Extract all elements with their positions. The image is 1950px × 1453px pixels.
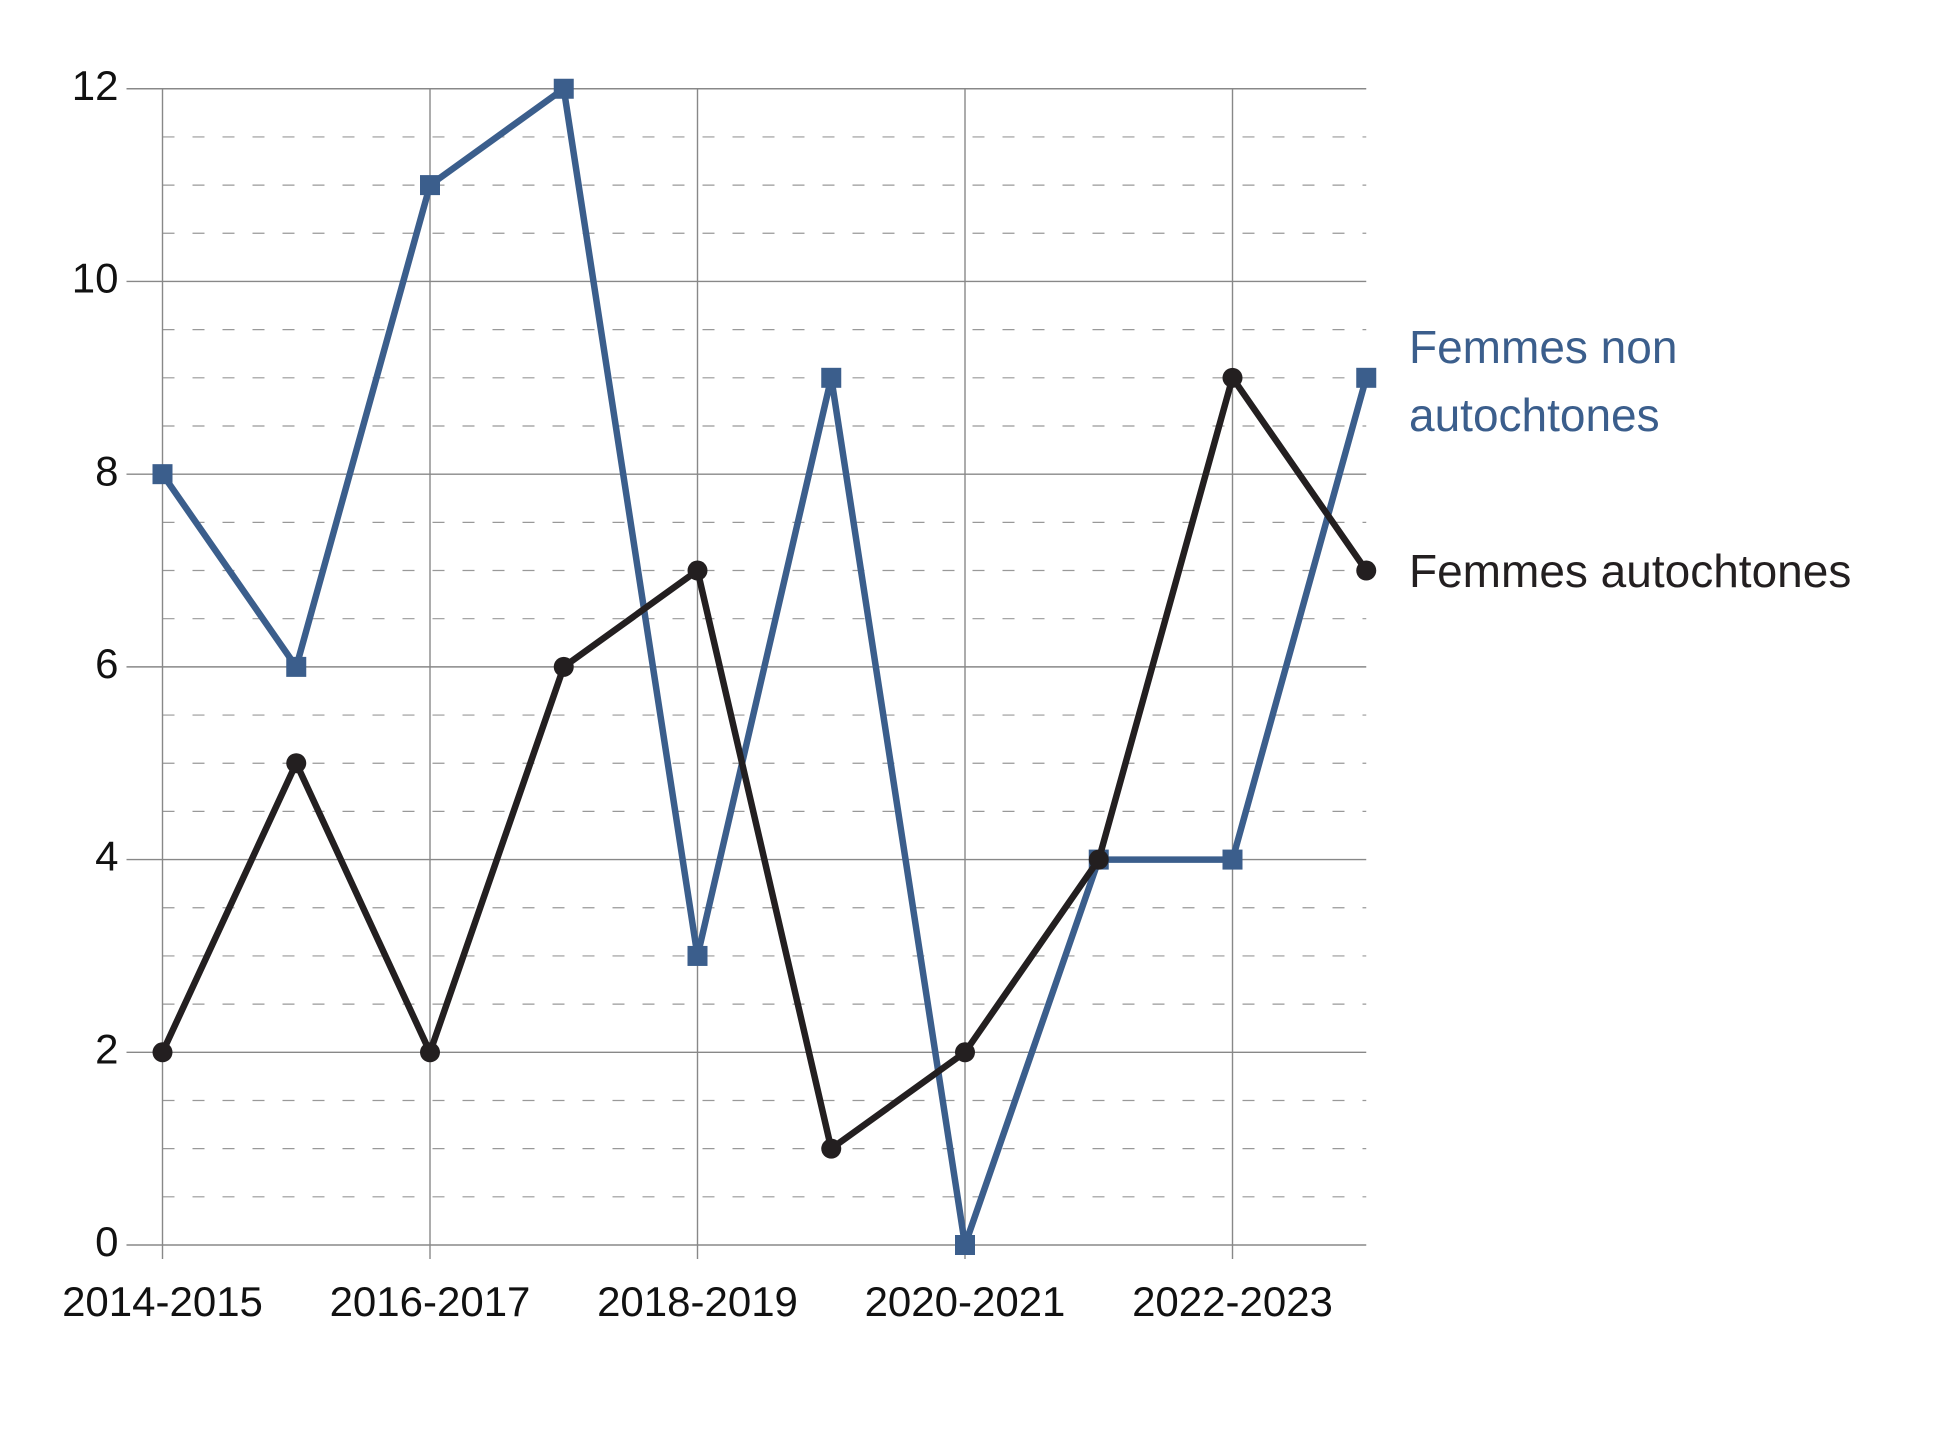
marker: [1222, 849, 1243, 870]
marker: [553, 656, 574, 677]
legend-label: Femmes autochtones: [1409, 545, 1852, 597]
marker: [821, 1138, 842, 1159]
x-tick-label: 2022-2023: [1132, 1278, 1333, 1325]
x-tick-label: 2014-2015: [62, 1278, 263, 1325]
marker: [687, 560, 708, 581]
marker: [420, 175, 440, 196]
y-tick-label: 10: [72, 255, 119, 302]
y-tick-label: 12: [72, 62, 119, 109]
marker: [286, 656, 307, 677]
y-tick-label: 2: [95, 1025, 118, 1072]
marker: [553, 78, 574, 99]
x-tick-label: 2018-2019: [597, 1278, 798, 1325]
marker: [1088, 849, 1109, 870]
marker: [286, 753, 307, 774]
marker: [1222, 367, 1243, 388]
y-tick-label: 6: [95, 640, 118, 687]
marker: [152, 1042, 173, 1063]
y-tick-label: 4: [95, 833, 118, 880]
marker: [1356, 367, 1377, 388]
marker: [687, 945, 708, 966]
marker: [152, 464, 173, 485]
marker: [420, 1042, 440, 1063]
y-tick-label: 8: [95, 447, 118, 494]
marker: [955, 1042, 975, 1063]
legend-label: Femmes non autochtones: [1409, 321, 1678, 441]
marker: [821, 367, 842, 388]
y-tick-label: 0: [95, 1218, 118, 1265]
x-tick-label: 2016-2017: [330, 1278, 531, 1325]
series-line: [159, 374, 1369, 1152]
x-tick-label: 2020-2021: [865, 1278, 1066, 1325]
series-line: [159, 85, 1370, 1249]
marker: [1356, 560, 1377, 581]
marker: [955, 1235, 975, 1255]
